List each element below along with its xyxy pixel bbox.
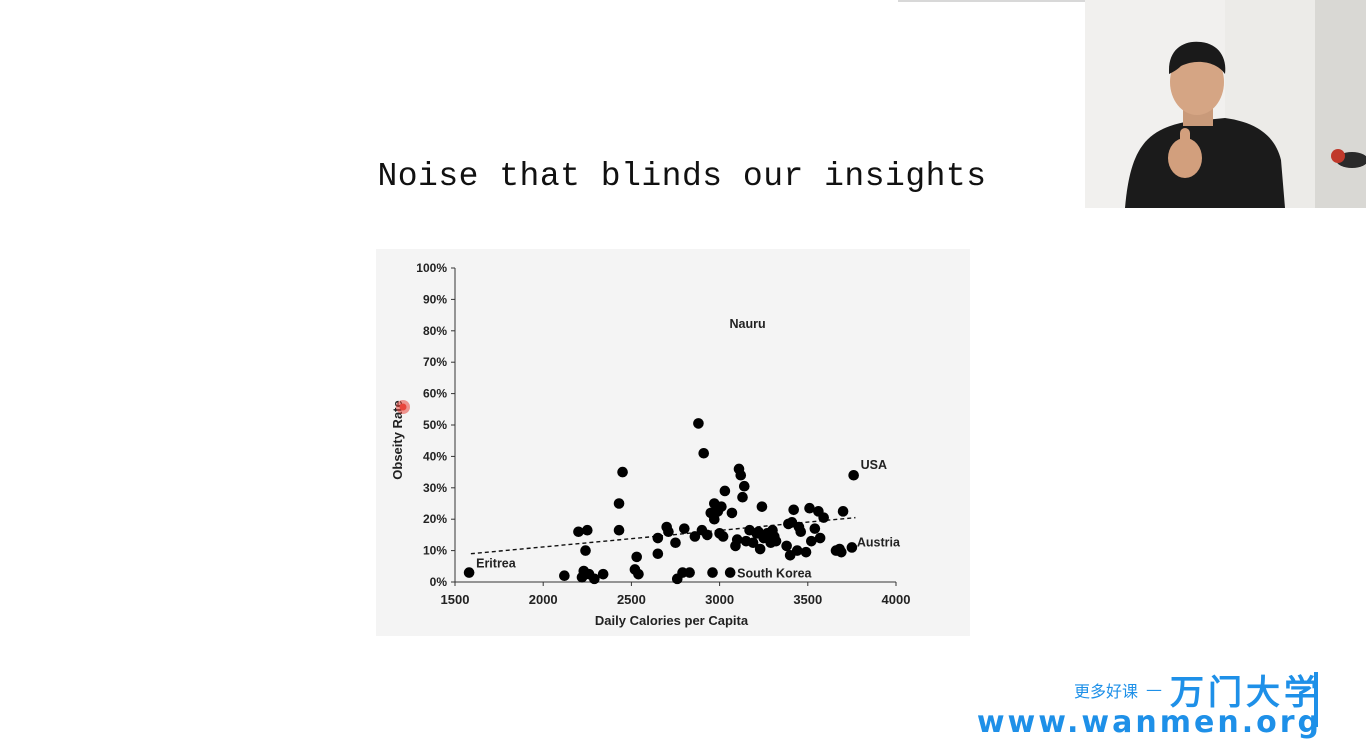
y-axis-label: Obseity Rate	[390, 400, 405, 479]
y-tick-label: 100%	[416, 261, 447, 275]
watermark-bar	[1314, 672, 1318, 727]
data-point	[613, 524, 625, 536]
watermark-tagline: 更多好课	[1073, 681, 1138, 701]
data-point	[633, 568, 644, 580]
data-point	[617, 466, 628, 478]
data-point	[670, 537, 681, 549]
data-point	[719, 485, 731, 497]
x-axis-label: Daily Calories per Capita	[595, 613, 749, 628]
data-point	[559, 570, 570, 582]
data-point	[698, 447, 710, 459]
watermark-url: www.wanmen.org	[976, 705, 1322, 740]
data-point	[846, 542, 858, 553]
data-point	[582, 524, 593, 536]
data-point	[818, 512, 829, 523]
data-point	[652, 532, 664, 544]
annotation-label: South Korea	[737, 567, 812, 581]
data-point	[716, 501, 727, 512]
top-progress-strip	[898, 0, 1192, 2]
data-point	[693, 418, 704, 429]
watermark-dash: —	[1146, 680, 1162, 699]
data-point	[613, 498, 625, 509]
y-tick-label: 0%	[430, 575, 448, 589]
data-point	[809, 523, 821, 534]
annotation-label: USA	[861, 458, 887, 472]
y-tick-label: 80%	[423, 324, 447, 338]
data-point	[737, 491, 748, 503]
data-point	[689, 531, 701, 542]
data-point	[589, 573, 600, 585]
data-point	[731, 534, 743, 545]
y-tick-label: 50%	[423, 418, 447, 432]
x-tick-label: 2500	[617, 592, 646, 607]
trendline	[470, 516, 856, 555]
x-tick-label: 1500	[441, 592, 470, 607]
data-point	[754, 543, 766, 555]
data-point	[837, 506, 849, 517]
data-point	[791, 545, 803, 556]
x-tick-label: 3000	[705, 592, 734, 607]
data-point	[679, 523, 690, 534]
data-point	[770, 535, 782, 547]
x-tick-label: 3500	[793, 592, 822, 607]
y-tick-label: 90%	[423, 292, 447, 306]
data-point	[800, 546, 812, 558]
data-point	[848, 469, 859, 481]
y-tick-label: 70%	[423, 355, 447, 369]
y-tick-label: 20%	[423, 512, 447, 526]
data-point	[806, 535, 817, 547]
watermark-line: 更多好课 — 万门大学	[977, 665, 1322, 714]
data-point	[724, 567, 736, 578]
presenter-webcam	[1085, 0, 1366, 208]
annotation-label: Austria	[857, 535, 901, 549]
watermark: 更多好课 — 万门大学 www.wanmen.org	[977, 665, 1322, 738]
data-point	[735, 469, 747, 481]
data-point	[663, 526, 674, 538]
data-point	[707, 567, 718, 578]
annotation-label: Eritrea	[476, 557, 517, 571]
data-point	[814, 532, 826, 544]
data-point	[756, 501, 768, 512]
data-point	[804, 502, 815, 514]
data-point	[597, 568, 609, 580]
y-tick-label: 60%	[423, 387, 447, 401]
data-point	[573, 526, 584, 538]
y-tick-label: 10%	[423, 544, 447, 558]
data-point	[631, 551, 642, 563]
data-point	[717, 531, 729, 542]
y-tick-label: 40%	[423, 449, 447, 463]
data-point	[463, 567, 475, 578]
data-point	[701, 529, 713, 541]
slide-title: Noise that blinds our insights	[377, 158, 987, 195]
x-tick-label: 2000	[529, 592, 558, 607]
x-tick-label: 4000	[882, 592, 911, 607]
data-point	[747, 537, 759, 549]
cursor-dot-icon	[399, 403, 407, 411]
data-point	[795, 526, 807, 538]
data-point	[836, 546, 847, 558]
scatter-chart-svg: 0% 10% 20% 30% 40% 50% 60% 70% 80% 90% 100% 1500 200…	[390, 261, 911, 628]
data-point	[684, 567, 695, 578]
scatter-chart: 0% 10% 20% 30% 40% 50% 60% 70% 80% 90% 100% 1500 200…	[376, 249, 970, 636]
watermark-brand: 万门大学	[1170, 673, 1322, 713]
data-point	[781, 540, 792, 552]
data-point	[652, 548, 664, 560]
data-point	[738, 480, 750, 492]
data-point	[580, 545, 591, 556]
annotation-label: Nauru	[729, 317, 765, 331]
data-point	[726, 507, 738, 519]
y-tick-label: 30%	[423, 481, 447, 495]
presenter-video-icon	[1085, 0, 1366, 208]
data-point	[788, 504, 799, 516]
